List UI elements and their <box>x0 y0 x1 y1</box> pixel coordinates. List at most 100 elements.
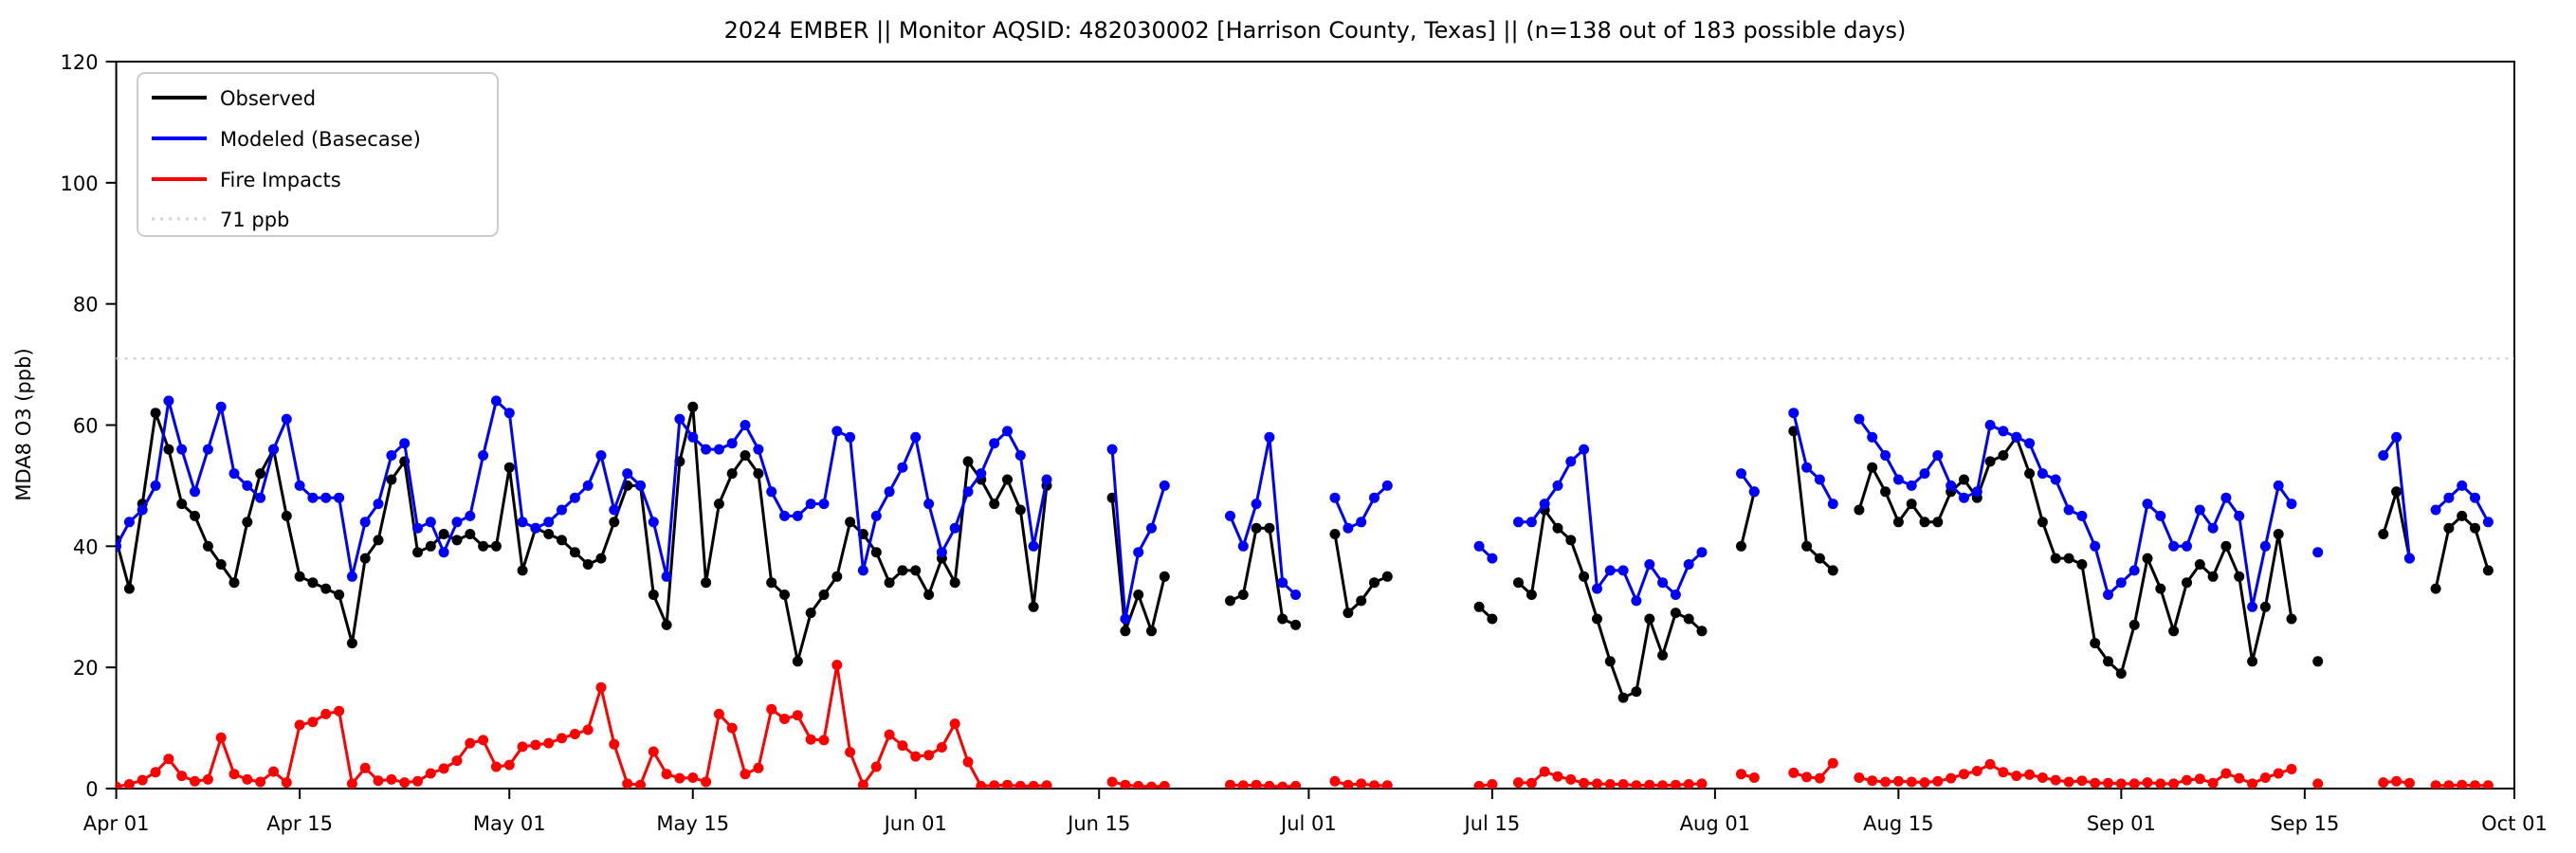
chart-title: 2024 EMBER || Monitor AQSID: 482030002 [… <box>724 17 1907 44</box>
data-point <box>2457 779 2468 789</box>
legend-label-modeled: Modeled (Basecase) <box>220 128 421 151</box>
data-point <box>2194 773 2205 785</box>
y-tick-label: 40 <box>73 535 99 558</box>
data-point <box>1106 776 1118 788</box>
data-point <box>805 499 816 510</box>
data-point <box>870 547 882 558</box>
data-point <box>1264 780 1275 789</box>
data-point <box>242 480 253 491</box>
data-point <box>1644 779 1655 789</box>
data-point <box>831 660 843 671</box>
data-point <box>2391 431 2402 443</box>
data-point <box>1237 590 1249 600</box>
series-0 <box>116 401 2494 703</box>
data-point <box>425 768 436 779</box>
data-point <box>1959 492 1969 503</box>
data-point <box>713 499 724 510</box>
data-point <box>281 777 292 789</box>
data-point <box>2103 590 2113 600</box>
data-point <box>1998 426 2009 437</box>
y-tick-label: 100 <box>61 172 99 195</box>
legend-label-observed: Observed <box>220 87 316 110</box>
data-point <box>831 426 843 437</box>
data-point <box>2128 565 2140 576</box>
data-point <box>2090 638 2101 649</box>
data-point <box>2443 780 2455 789</box>
data-point <box>2076 559 2088 570</box>
data-point <box>687 431 699 443</box>
data-point <box>870 510 882 521</box>
data-point <box>255 776 266 788</box>
data-point <box>1356 778 1367 789</box>
data-point <box>2247 601 2258 612</box>
data-point <box>1513 777 1524 789</box>
data-point <box>818 735 830 746</box>
x-tick-label: Aug 15 <box>1863 812 1933 835</box>
data-point <box>2457 480 2468 491</box>
data-point <box>1251 499 1262 510</box>
data-point <box>123 583 135 594</box>
data-point <box>150 480 161 491</box>
data-point <box>609 504 620 516</box>
data-point <box>2168 540 2180 552</box>
data-point <box>320 492 332 503</box>
data-point <box>661 769 672 780</box>
data-point <box>1998 450 2009 461</box>
data-point <box>1880 486 1891 498</box>
data-point <box>412 547 423 558</box>
data-point <box>1631 686 1642 698</box>
data-point <box>1827 565 1838 576</box>
legend-label-fire: Fire Impacts <box>220 169 341 191</box>
data-point <box>478 450 489 461</box>
data-point <box>2037 468 2048 480</box>
data-point <box>1381 780 1393 789</box>
data-point <box>1579 571 1590 582</box>
data-point <box>1552 522 1563 534</box>
data-point <box>1959 769 1969 780</box>
data-point <box>1041 474 1052 485</box>
data-point <box>1946 772 1957 784</box>
data-point <box>2090 540 2101 552</box>
data-point <box>2259 772 2271 783</box>
x-tick-label: Oct 01 <box>2481 812 2548 835</box>
data-point <box>1146 522 1157 534</box>
data-point <box>1146 626 1157 637</box>
data-point <box>1736 540 1746 552</box>
data-point <box>792 510 803 521</box>
x-tick-label: Jul 15 <box>1463 812 1521 835</box>
data-point <box>1133 547 1144 558</box>
data-point <box>1932 775 1944 787</box>
data-point <box>582 559 594 570</box>
data-point <box>2470 492 2480 503</box>
data-point <box>2470 780 2480 789</box>
data-point <box>2182 540 2192 552</box>
data-point <box>1867 431 1878 443</box>
data-point <box>2443 492 2455 503</box>
data-point <box>1159 480 1170 491</box>
data-point <box>242 773 253 785</box>
data-point <box>1565 535 1577 546</box>
data-point <box>1290 590 1302 600</box>
data-point <box>1919 468 1930 480</box>
data-point <box>766 703 777 715</box>
data-point <box>2011 771 2022 782</box>
data-point <box>294 719 305 731</box>
data-point <box>1880 776 1891 788</box>
data-point <box>1565 456 1577 467</box>
data-point <box>307 492 319 503</box>
data-point <box>740 450 751 461</box>
data-point <box>1801 462 1813 473</box>
data-point <box>962 486 974 498</box>
data-point <box>2207 571 2219 582</box>
data-point <box>622 468 633 480</box>
data-point <box>884 729 895 740</box>
data-point <box>281 510 292 521</box>
x-tick-label: Sep 15 <box>2270 812 2339 835</box>
data-point <box>2050 474 2061 485</box>
data-point <box>897 565 908 576</box>
data-point <box>294 571 305 582</box>
data-point <box>687 401 699 412</box>
data-point <box>2182 774 2192 786</box>
data-point <box>1696 547 1708 558</box>
data-point <box>346 778 357 789</box>
